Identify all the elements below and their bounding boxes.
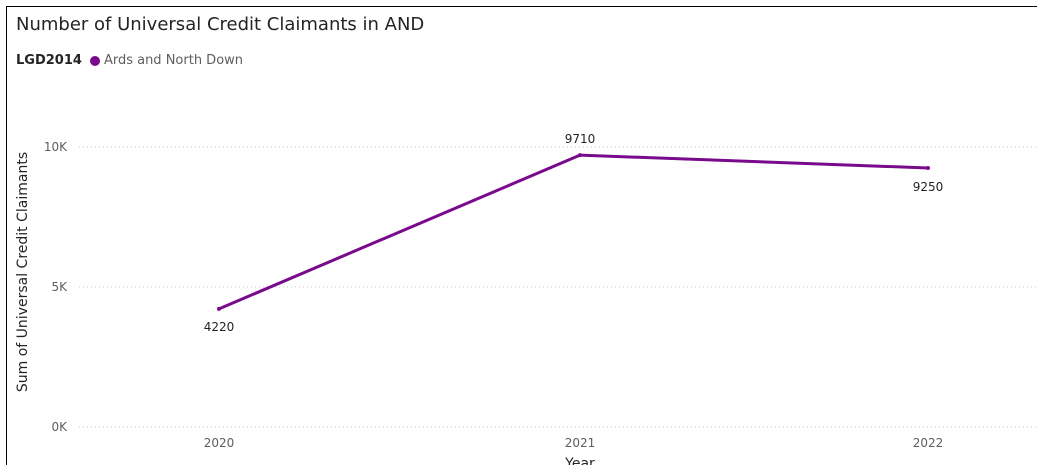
- y-tick-label: 10K: [44, 140, 68, 154]
- gridlines: [79, 146, 1037, 428]
- legend-marker-icon: [89, 55, 100, 66]
- data-point[interactable]: [578, 153, 582, 158]
- legend-title: LGD2014: [16, 53, 82, 68]
- line-chart: 0K 5K 10K 2020 2021 2022 Sum of Universal Cr…: [15, 132, 1037, 465]
- data-labels: 4220 9710 9250: [204, 132, 944, 334]
- series-layer: [217, 153, 930, 311]
- y-tick-label: 5K: [51, 280, 68, 294]
- x-tick-label: 2020: [204, 436, 235, 450]
- x-tick-label: 2022: [913, 436, 944, 450]
- chart-title: Number of Universal Credit Claimants in …: [16, 14, 425, 35]
- chart-legend: LGD2014 Ards and North Down: [16, 53, 243, 68]
- chart-visual: Number of Universal Credit Claimants in …: [6, 6, 1037, 465]
- y-axis-ticks: 0K 5K 10K: [44, 140, 68, 434]
- data-point[interactable]: [217, 306, 221, 311]
- data-point[interactable]: [926, 166, 930, 170]
- data-label: 9710: [565, 132, 596, 146]
- data-label: 9250: [913, 180, 944, 194]
- x-tick-label: 2021: [565, 436, 596, 450]
- legend-item-ards-and-north-down[interactable]: Ards and North Down: [103, 53, 244, 68]
- series-line-ards-and-north-down[interactable]: [218, 153, 929, 311]
- y-tick-label: 0K: [51, 420, 68, 434]
- x-axis-title: Year: [564, 456, 595, 465]
- x-axis-ticks: 2020 2021 2022: [204, 436, 944, 450]
- data-label: 4220: [204, 320, 235, 334]
- y-axis-title: Sum of Universal Credit Claimants: [15, 152, 31, 392]
